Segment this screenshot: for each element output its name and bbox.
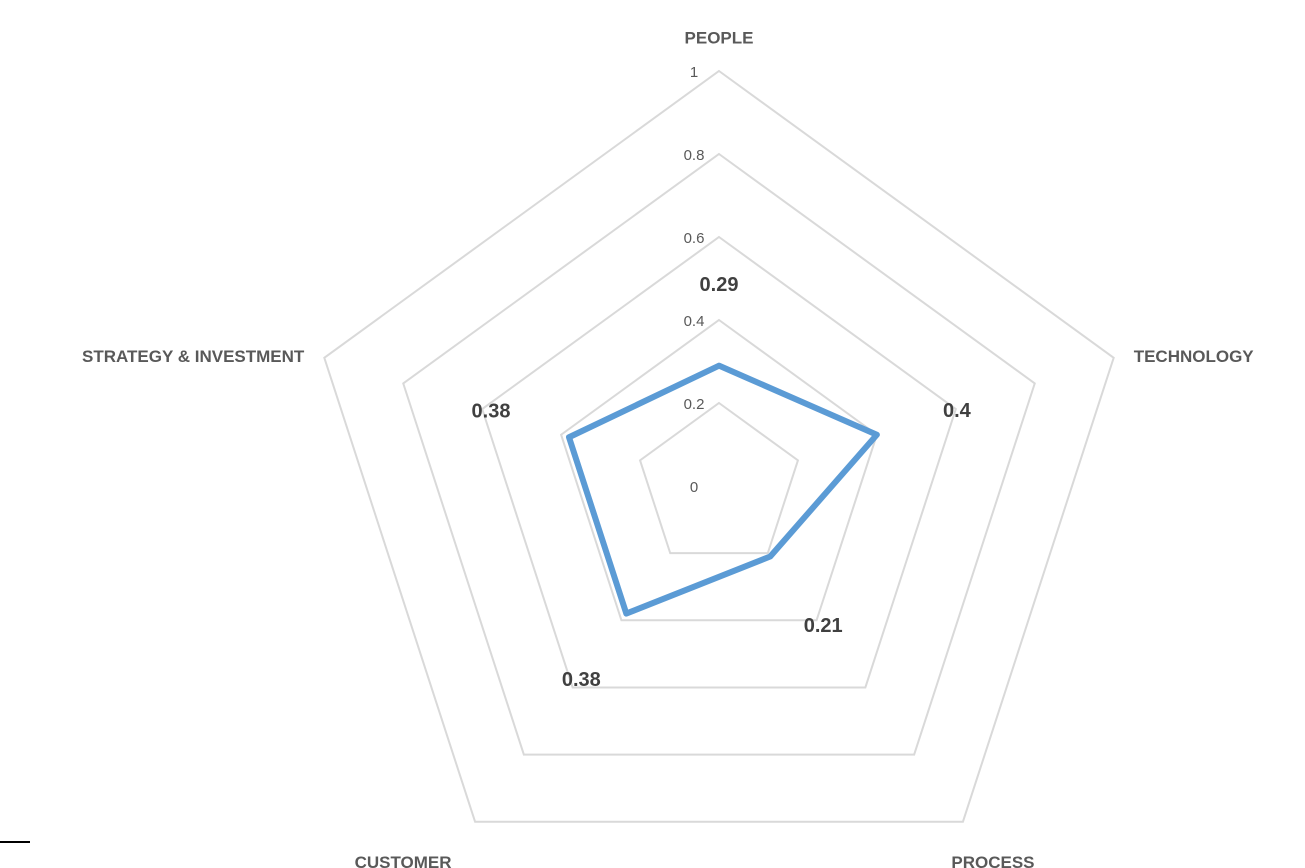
data-label: 0.38	[472, 401, 511, 423]
axis-label: STRATEGY & INVESTMENT	[82, 347, 305, 366]
grid-ring-2	[559, 318, 879, 622]
data-label: 0.21	[804, 615, 843, 637]
tick-label: 0.2	[684, 396, 705, 413]
tick-label: 0	[690, 479, 698, 496]
tick-label: 0.8	[684, 147, 705, 164]
axis-label: CUSTOMER	[355, 853, 452, 868]
axis-labels: PEOPLE TECHNOLOGY PROCESS CUSTOMER STRATEGY …	[82, 28, 1254, 868]
grid-ring-4	[402, 152, 1036, 756]
data-label: 0.4	[943, 400, 972, 422]
data-label: 0.38	[562, 669, 601, 691]
axis-label: PEOPLE	[685, 28, 754, 47]
data-labels: 0.29 0.4 0.21 0.38 0.38	[472, 274, 972, 691]
axis-label: PROCESS	[951, 853, 1034, 868]
axis-label: TECHNOLOGY	[1134, 347, 1255, 366]
grid-ring-3	[481, 235, 957, 689]
series-layer	[566, 362, 880, 617]
tick-label: 1	[690, 64, 698, 81]
tick-label: 0.6	[684, 230, 705, 247]
grid-ring-1	[638, 401, 800, 555]
series-line-0	[566, 362, 880, 617]
radar-grid	[323, 69, 1115, 823]
tick-label: 0.4	[684, 313, 705, 330]
radial-tick-labels: 0 0.2 0.4 0.6 0.8 1	[684, 64, 705, 496]
grid-ring-5	[323, 69, 1115, 823]
data-label: 0.29	[700, 274, 739, 296]
